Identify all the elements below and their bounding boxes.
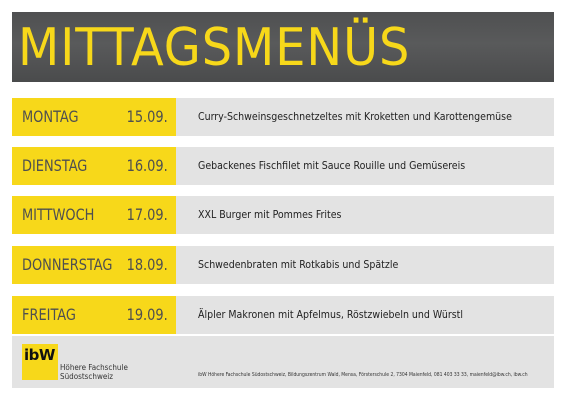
day-label: DIENSTAG [22, 156, 88, 175]
dish-text: Gebackenes Fischfilet mit Sauce Rouille … [198, 160, 466, 172]
day-label: FREITAG [22, 305, 76, 324]
menu-row-friday: FREITAG 19.09. Älpler Makronen mit Apfel… [12, 296, 554, 334]
day-block: FREITAG 19.09. [12, 296, 176, 334]
date-label: 17.09. [126, 205, 168, 224]
day-block: MITTWOCH 17.09. [12, 196, 176, 234]
day-block: MONTAG 15.09. [12, 98, 176, 136]
menu-row-tuesday: DIENSTAG 16.09. Gebackenes Fischfilet mi… [12, 147, 554, 185]
day-block: DONNERSTAG 18.09. [12, 246, 176, 284]
day-label: MONTAG [22, 107, 79, 126]
date-label: 19.09. [126, 305, 168, 324]
school-name: Höhere Fachschule Südostschweiz [60, 363, 128, 381]
contact-info: ibW Höhere Fachschule Südostschweiz, Bil… [198, 372, 528, 378]
date-label: 16.09. [126, 156, 168, 175]
page-title: MITTAGSMENÜS [18, 18, 411, 78]
header-banner: MITTAGSMENÜS [12, 12, 554, 82]
menu-row-wednesday: MITTWOCH 17.09. XXL Burger mit Pommes Fr… [12, 196, 554, 234]
menu-row-thursday: DONNERSTAG 18.09. Schwedenbraten mit Rot… [12, 246, 554, 284]
day-label: DONNERSTAG [22, 255, 113, 274]
dish-text: XXL Burger mit Pommes Frites [198, 209, 342, 221]
day-label: MITTWOCH [22, 205, 95, 224]
day-block: DIENSTAG 16.09. [12, 147, 176, 185]
dish-text: Curry-Schweinsgeschnetzeltes mit Krokett… [198, 111, 512, 123]
date-label: 18.09. [126, 255, 168, 274]
date-label: 15.09. [126, 107, 168, 126]
dish-text: Schwedenbraten mit Rotkabis und Spätzle [198, 259, 399, 271]
footer: ibW Höhere Fachschule Südostschweiz ibW … [12, 336, 554, 388]
dish-text: Älpler Makronen mit Apfelmus, Röstzwiebe… [198, 309, 463, 321]
ibw-logo: ibW [22, 344, 58, 380]
menu-row-monday: MONTAG 15.09. Curry-Schweinsgeschnetzelt… [12, 98, 554, 136]
logo-text: ibW [24, 346, 55, 364]
